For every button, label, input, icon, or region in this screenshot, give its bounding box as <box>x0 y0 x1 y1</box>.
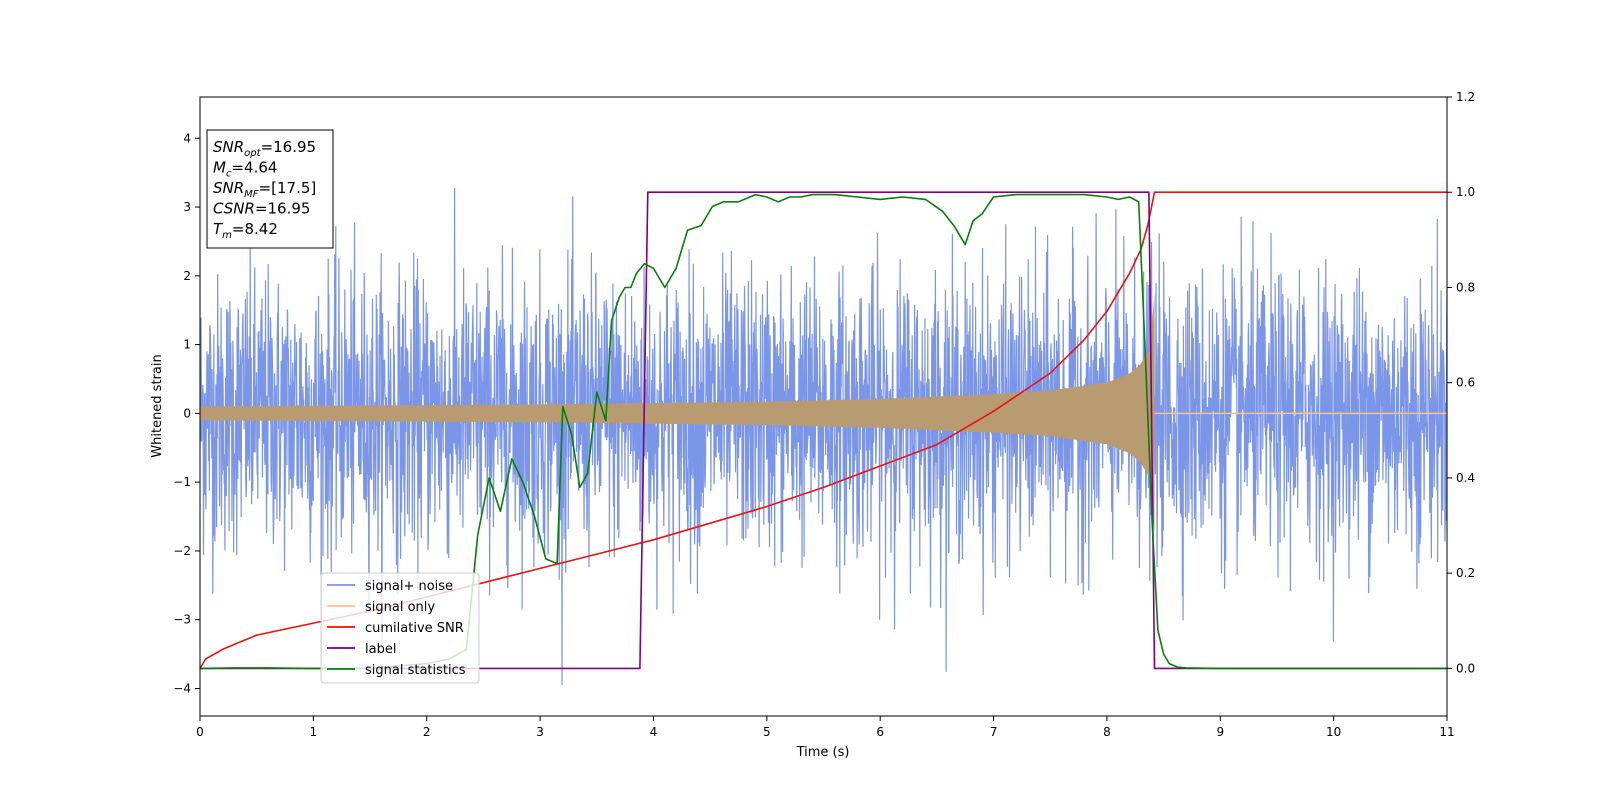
x-tick-label: 1 <box>310 725 318 739</box>
legend-label: label <box>365 642 396 657</box>
y2-tick-label: 0.0 <box>1456 661 1475 675</box>
y-tick-label: 2 <box>183 269 191 283</box>
y-tick-label: 0 <box>183 406 191 420</box>
annotation-line: CSNR=16.95 <box>213 200 310 218</box>
y2-tick-label: 1.2 <box>1456 90 1475 104</box>
x-tick-label: 7 <box>990 725 998 739</box>
annotation-line: SNRopt=16.95 <box>213 138 316 159</box>
y-tick-label: 3 <box>183 200 191 214</box>
x-tick-label: 9 <box>1216 725 1224 739</box>
x-tick-label: 10 <box>1326 725 1341 739</box>
y2-tick-label: 1.0 <box>1456 185 1475 199</box>
annotation-frame <box>206 129 334 249</box>
legend-label: signal statistics <box>365 663 466 678</box>
series-signal-noise-line <box>200 188 1447 686</box>
y-tick-label: −3 <box>173 613 191 627</box>
y-axis-ticks: −4 −3 −2 −1 0 1 2 3 4 <box>173 131 200 695</box>
legend-label: cumilative SNR <box>365 621 464 636</box>
x-tick-label: 8 <box>1103 725 1111 739</box>
series-signal-only-band <box>200 293 1155 534</box>
stats-annotation-box: SNRopt=16.95Mc=4.64SNRMF=[17.5]CSNR=16.9… <box>206 129 334 249</box>
y-tick-label: −4 <box>173 681 191 695</box>
x-tick-label: 0 <box>196 725 204 739</box>
y-axis-label: Whitened strain <box>150 354 165 457</box>
y-tick-label: 1 <box>183 338 191 352</box>
x-tick-label: 4 <box>650 725 658 739</box>
y2-tick-label: 0.8 <box>1456 280 1475 294</box>
annotation-line: Mc=4.64 <box>213 159 277 180</box>
legend-label: signal+ noise <box>365 579 453 594</box>
x-tick-label: 11 <box>1439 725 1454 739</box>
plot-area-frame <box>199 96 1448 717</box>
series-signal-statistics-line <box>200 193 1447 670</box>
y2-tick-label: 0.6 <box>1456 376 1475 390</box>
annotation-line: Tm=8.42 <box>213 220 278 241</box>
y2-axis-ticks: 0.0 0.2 0.4 0.6 0.8 1.0 1.2 <box>1447 90 1475 675</box>
legend-frame <box>320 572 480 684</box>
y-tick-label: 4 <box>183 131 191 145</box>
series-cumilative-snr-line <box>200 191 1447 669</box>
x-tick-label: 5 <box>763 725 771 739</box>
x-axis-ticks: 0 1 2 3 4 5 6 7 8 9 10 11 <box>196 716 1455 739</box>
x-tick-label: 6 <box>876 725 884 739</box>
annotation-line: SNRMF=[17.5] <box>213 179 316 200</box>
y2-tick-label: 0.4 <box>1456 471 1475 485</box>
x-tick-label: 2 <box>423 725 431 739</box>
x-tick-label: 3 <box>536 725 544 739</box>
y-tick-label: −1 <box>173 475 191 489</box>
legend-label: signal only <box>365 600 435 615</box>
y-tick-label: −2 <box>173 544 191 558</box>
legend: signal+ noise signal only cumilative SNR la… <box>320 572 480 684</box>
series-layer <box>200 188 1447 686</box>
x-axis-label: Time (s) <box>796 745 850 760</box>
y2-tick-label: 0.2 <box>1456 566 1475 580</box>
